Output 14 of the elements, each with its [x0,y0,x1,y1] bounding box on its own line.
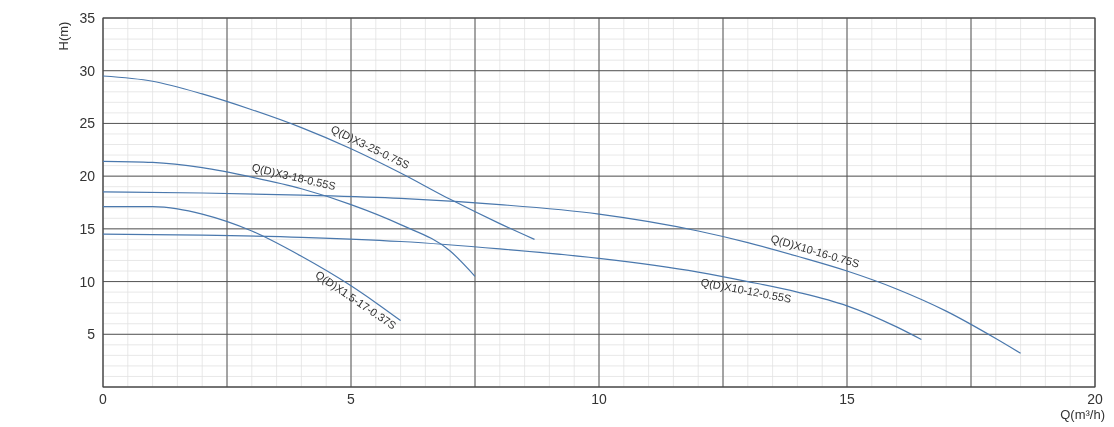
y-tick-label: 10 [79,273,96,290]
y-tick-label: 15 [79,220,96,237]
y-tick-label: 5 [87,326,96,343]
y-axis-title: H(m) [56,21,71,51]
x-tick-label: 15 [839,391,855,407]
y-tick-label: 25 [79,115,96,132]
x-tick-label: 5 [347,391,356,407]
y-tick-label: 20 [79,168,96,185]
x-tick-label: 20 [1087,391,1103,407]
x-axis-title: Q(m³/h) [1060,407,1105,422]
x-tick-label: 0 [99,391,108,407]
y-tick-label: 35 [79,10,96,26]
y-tick-label: 30 [79,62,96,79]
x-tick-label: 10 [591,391,607,407]
